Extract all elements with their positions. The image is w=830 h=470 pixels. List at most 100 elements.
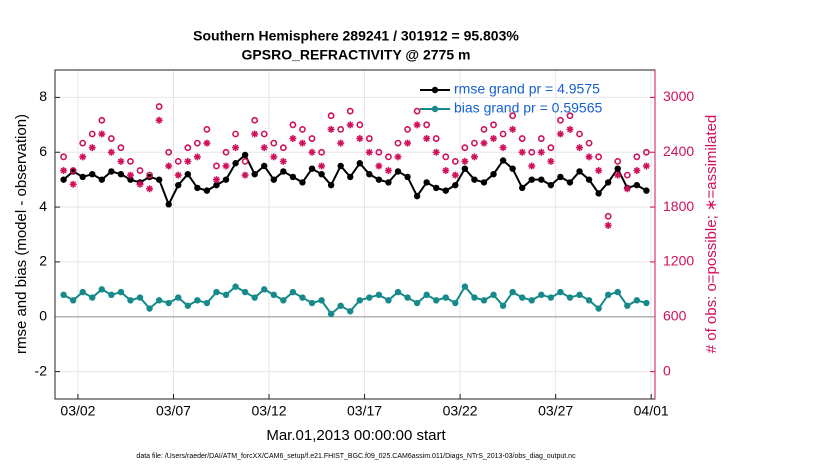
obs-possible <box>318 148 325 156</box>
data-point <box>557 288 564 296</box>
obs-possible <box>308 135 316 142</box>
obs-possible <box>232 130 239 138</box>
data-point <box>528 176 535 183</box>
data-point <box>89 170 96 178</box>
data-point <box>318 170 325 178</box>
obs-possible <box>327 112 335 120</box>
y2-tick-label: 1800 <box>663 198 694 214</box>
data-point <box>327 310 335 318</box>
data-point <box>566 294 574 301</box>
obs-assimilated <box>614 171 622 179</box>
data-point <box>433 184 440 192</box>
data-point <box>528 297 535 304</box>
obs-possible <box>375 148 383 156</box>
obs-assimilated <box>279 157 287 165</box>
data-point <box>557 173 564 181</box>
data-point <box>280 297 287 304</box>
obs-assimilated <box>547 157 555 165</box>
obs-possible <box>337 126 345 133</box>
obs-possible <box>499 130 507 138</box>
data-point <box>480 297 488 304</box>
data-point <box>79 173 86 181</box>
obs-possible <box>461 144 469 152</box>
obs-assimilated <box>260 144 268 152</box>
obs-possible <box>451 157 459 165</box>
obs-assimilated <box>585 153 593 161</box>
obs-assimilated <box>470 153 478 161</box>
data-point <box>490 291 497 299</box>
data-point <box>299 179 306 186</box>
data-point <box>595 190 602 197</box>
obs-assimilated <box>499 144 507 152</box>
obs-possible <box>432 135 440 142</box>
x-tick-label: 03/22 <box>443 403 478 419</box>
obs-possible <box>614 157 622 165</box>
data-point <box>299 294 306 301</box>
obs-possible <box>165 148 173 156</box>
data-point <box>108 168 115 175</box>
obs-assimilated <box>451 171 459 179</box>
data-point <box>595 305 602 312</box>
data-point <box>366 170 373 178</box>
data-point <box>442 294 449 301</box>
x-axis-label: Mar.01,2013 00:00:00 start <box>266 427 446 444</box>
data-point <box>413 299 421 307</box>
obs-assimilated <box>222 162 230 170</box>
obs-possible <box>213 162 220 170</box>
data-point <box>318 297 325 304</box>
data-point <box>375 291 383 299</box>
obs-assimilated <box>308 148 316 156</box>
data-point <box>308 165 316 172</box>
obs-assimilated <box>442 167 450 175</box>
obs-possible <box>633 153 641 161</box>
data-point <box>471 176 478 183</box>
obs-possible <box>136 167 144 174</box>
obs-assimilated <box>318 162 326 170</box>
data-point <box>385 297 392 304</box>
obs-assimilated <box>298 139 306 147</box>
y2-axis-label: # of obs: o=possible; ∗=assimilated <box>703 115 720 354</box>
data-point <box>251 170 258 178</box>
data-point <box>98 286 106 293</box>
data-point <box>585 176 593 183</box>
obs-assimilated <box>165 162 173 170</box>
plot-frame <box>54 69 656 400</box>
obs-possible <box>385 153 392 161</box>
legend-label: bias grand pr = 0.59565 <box>454 100 602 116</box>
data-point <box>89 294 96 301</box>
y-tick-label: 0 <box>39 307 47 323</box>
obs-possible <box>203 126 211 133</box>
obs-assimilated <box>461 157 469 165</box>
obs-possible <box>117 144 125 152</box>
data-point <box>203 299 211 307</box>
y-tick-label: 2 <box>39 253 47 269</box>
obs-assimilated <box>270 153 278 161</box>
y-tick-label: 6 <box>39 143 47 159</box>
obs-assimilated <box>556 130 564 138</box>
obs-assimilated <box>327 125 335 133</box>
obs-possible <box>576 130 583 138</box>
data-point <box>261 286 268 293</box>
obs-possible <box>623 171 631 179</box>
data-point <box>366 294 373 301</box>
data-point <box>461 165 469 172</box>
obs-possible <box>222 148 230 156</box>
data-point <box>576 291 583 299</box>
obs-assimilated <box>509 125 517 133</box>
data-point <box>480 179 488 186</box>
data-point <box>146 305 153 312</box>
obs-possible <box>184 144 192 152</box>
data-point <box>518 294 526 301</box>
data-point <box>280 168 287 175</box>
obs-assimilated <box>79 153 87 161</box>
obs-assimilated <box>365 148 373 156</box>
obs-assimilated <box>394 153 402 161</box>
obs-assimilated <box>404 139 412 147</box>
obs-assimilated <box>642 162 650 170</box>
obs-assimilated <box>595 167 603 175</box>
obs-possible <box>69 167 77 174</box>
data-point <box>404 173 411 181</box>
obs-assimilated <box>88 144 96 152</box>
obs-possible <box>60 153 67 161</box>
data-point <box>213 288 220 296</box>
